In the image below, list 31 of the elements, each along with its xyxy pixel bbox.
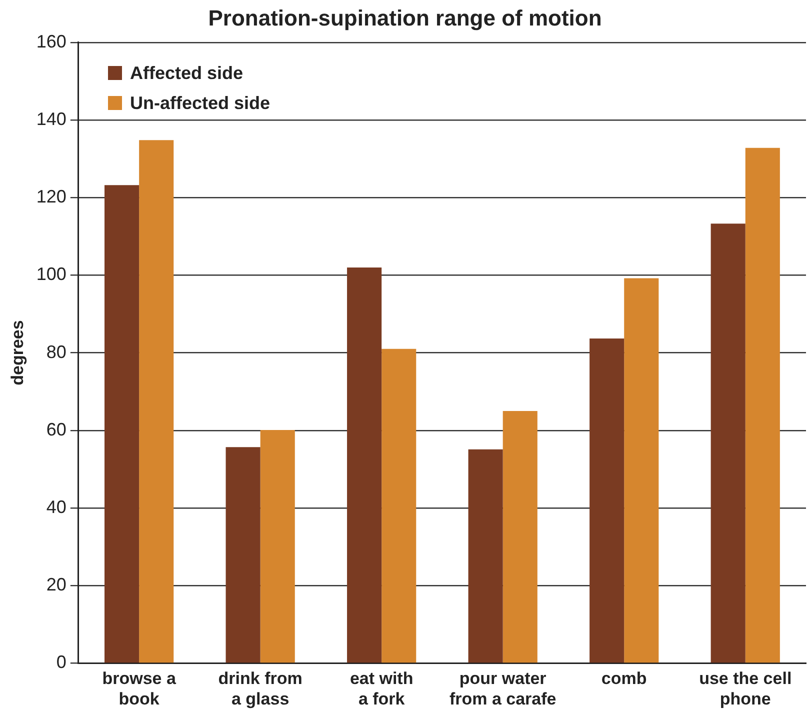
y-axis-title: degrees: [8, 320, 27, 386]
bar: [590, 338, 624, 663]
bar: [260, 430, 295, 663]
x-tick-label: browse a book: [102, 669, 176, 708]
x-tick-label: use the cell phone: [699, 669, 792, 708]
chart-title: Pronation-supination range of motion: [208, 5, 602, 30]
y-tick-label: 60: [46, 419, 66, 440]
x-tick-label: drink from a glass: [218, 669, 302, 708]
bar: [468, 449, 503, 663]
y-tick-label: 100: [36, 264, 66, 284]
bar: [139, 140, 174, 663]
x-tick-label: comb: [601, 669, 647, 688]
y-tick-label: 80: [46, 342, 66, 362]
bar: [710, 224, 746, 663]
y-tick-label: 160: [36, 31, 66, 52]
bar: [745, 148, 780, 663]
legend-label: Affected side: [130, 62, 244, 84]
y-tick-label: 40: [46, 496, 66, 517]
bar: [226, 447, 260, 663]
x-tick-label: eat with a fork: [350, 669, 414, 708]
y-tick-label: 20: [46, 574, 66, 595]
x-tick-label: pour water from a carafe: [449, 669, 556, 708]
legend-label: Un-affected side: [130, 92, 270, 114]
bar: [502, 411, 538, 663]
y-tick-label: 140: [36, 108, 66, 129]
bar: [104, 185, 140, 663]
bar: [624, 278, 659, 663]
bar: [347, 267, 382, 663]
bar: [382, 348, 416, 663]
y-tick-label: 120: [36, 186, 66, 207]
y-tick-label: 0: [56, 652, 66, 672]
